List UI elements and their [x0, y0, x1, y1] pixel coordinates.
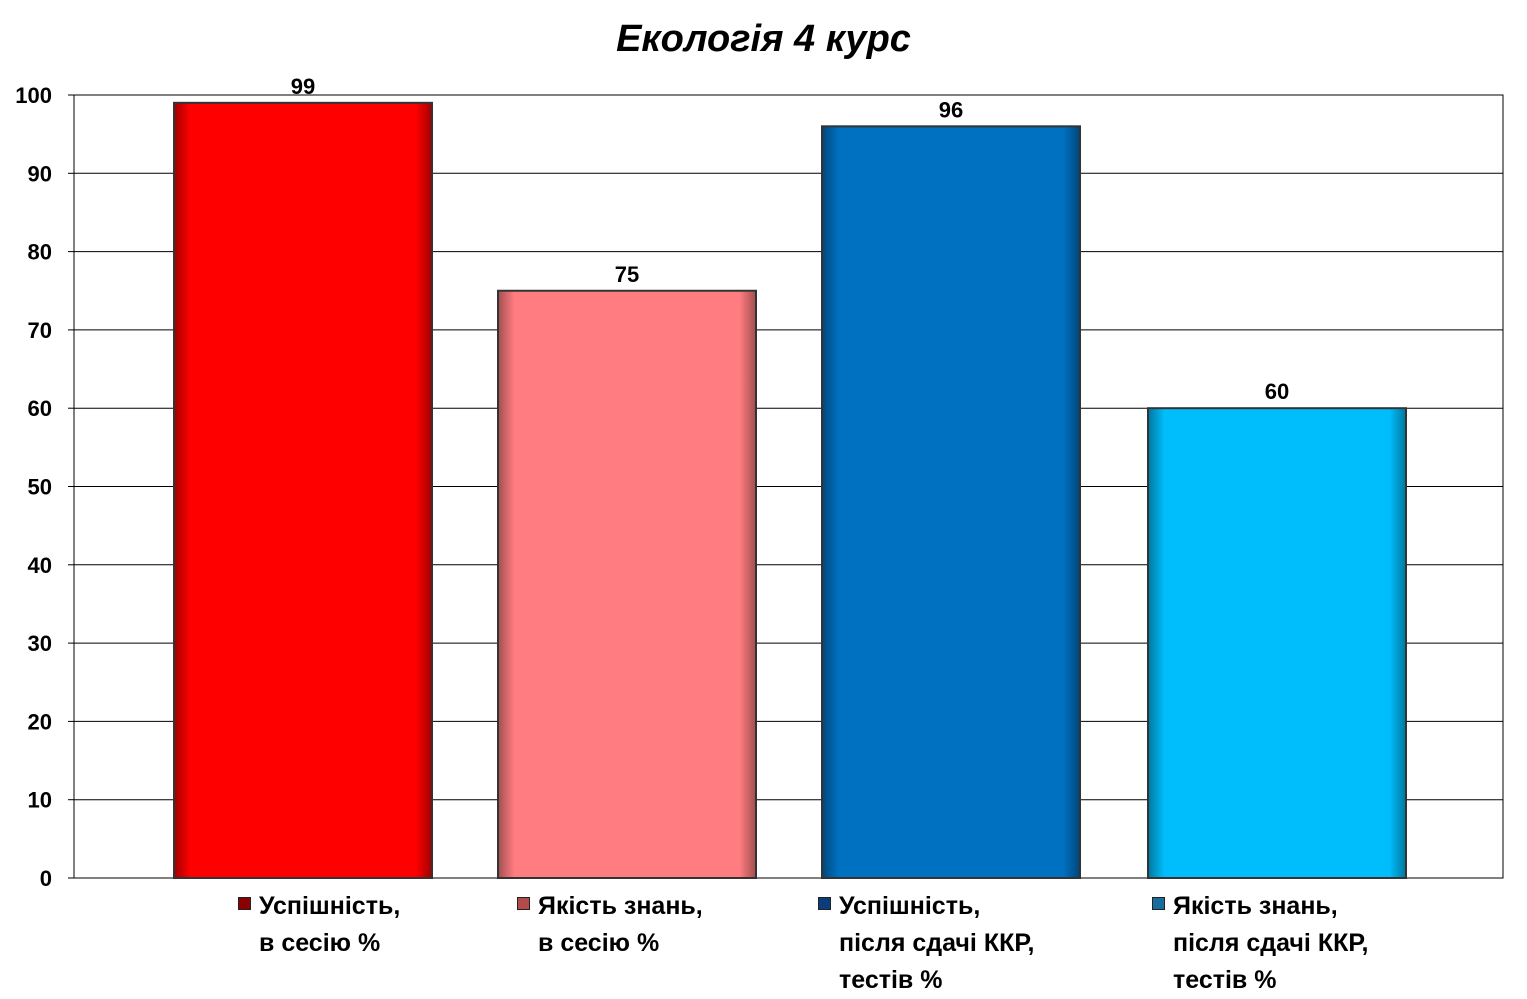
legend-item: Успішність, в сесію % — [238, 888, 400, 962]
legend-label-line: тестів % — [1173, 966, 1277, 994]
legend-label: Якість знань, після сдачі ККР, тестів % — [1173, 888, 1369, 999]
bar-shading — [1149, 409, 1405, 877]
data-label: 99 — [291, 74, 315, 99]
data-label: 75 — [615, 262, 639, 287]
bar-shading — [499, 291, 755, 877]
data-labels: 99 75 96 60 — [291, 74, 1289, 404]
legend-label-line: після сдачі ККР, — [1173, 929, 1369, 957]
legend-label-line: в сесію % — [538, 929, 660, 957]
y-tick-label: 20 — [28, 709, 52, 734]
legend-label: Успішність, в сесію % — [259, 888, 400, 962]
y-axis: 0 10 20 30 40 50 60 70 80 90 100 — [15, 83, 75, 891]
chart-title: Екологія 4 курс — [616, 18, 911, 60]
bar-group — [1147, 407, 1407, 879]
y-tick-label: 70 — [28, 318, 52, 343]
bar-group — [821, 125, 1081, 879]
y-tick-label: 60 — [28, 396, 52, 421]
y-tick-label: 40 — [28, 553, 52, 578]
legend-label: Якість знань, в сесію % — [538, 888, 703, 962]
legend-swatch — [818, 897, 831, 910]
bar-group — [497, 289, 757, 879]
legend-label-line: Успішність, — [839, 892, 981, 920]
bar-group — [173, 101, 433, 879]
legend-item: Якість знань, після сдачі ККР, тестів % — [1152, 888, 1369, 999]
y-tick-label: 80 — [28, 240, 52, 265]
bars — [173, 101, 1407, 879]
y-tick-label: 90 — [28, 161, 52, 186]
legend-label-line: в сесію % — [259, 929, 381, 957]
legend-swatch — [517, 897, 530, 910]
legend-swatch — [238, 897, 251, 910]
legend-label-line: Якість знань, — [538, 892, 703, 920]
bar-shading — [175, 103, 431, 877]
y-tick-label: 100 — [15, 83, 52, 108]
legend-label-line: Якість знань, — [1173, 892, 1338, 920]
y-tick-label: 0 — [40, 866, 52, 891]
legend-label-line: після сдачі ККР, — [839, 929, 1035, 957]
bar-shading — [823, 127, 1079, 877]
legend-label-line: тестів % — [839, 966, 943, 994]
legend-label-line: Успішність, — [259, 892, 401, 920]
legend-item: Успішність, після сдачі ККР, тестів % — [818, 888, 1035, 999]
legend-item: Якість знань, в сесію % — [517, 888, 703, 962]
legend-swatch — [1152, 897, 1165, 910]
legend-label: Успішність, після сдачі ККР, тестів % — [839, 888, 1035, 999]
y-tick-label: 30 — [28, 631, 52, 656]
data-label: 96 — [939, 97, 963, 122]
y-tick-label: 10 — [28, 788, 52, 813]
y-tick-label: 50 — [28, 475, 52, 500]
data-label: 60 — [1265, 379, 1289, 404]
